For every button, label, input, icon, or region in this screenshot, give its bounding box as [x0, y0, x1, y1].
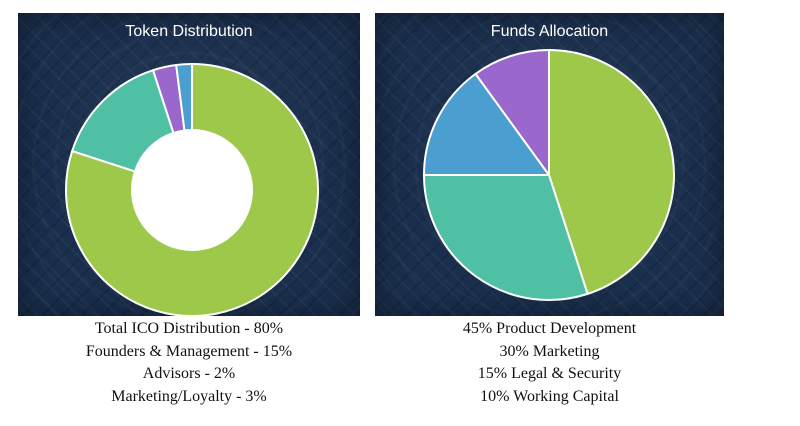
- legend-item: Founders & Management - 15%: [85, 342, 293, 360]
- funds-allocation-legend: 45% Product Development 30% Marketing 15…: [375, 318, 724, 408]
- token-distribution-title: Token Distribution: [125, 23, 253, 40]
- token-distribution-legend: Total ICO Distribution - 80% Founders & …: [18, 318, 360, 408]
- funds-allocation-pie-chart: [423, 49, 675, 301]
- donut-hole: [132, 130, 252, 250]
- pie-slice-working-capital: [474, 49, 550, 176]
- legend-item: 30% Marketing: [499, 342, 600, 360]
- legend-item: 45% Product Development: [462, 320, 637, 337]
- pie-slice-legal-security: [423, 72, 550, 176]
- pie-slice-product-development: [548, 49, 675, 295]
- legend-item: 10% Working Capital: [480, 387, 619, 405]
- legend-item: Marketing/Loyalty - 3%: [111, 387, 267, 405]
- legend-item: Total ICO Distribution - 80%: [94, 320, 284, 337]
- legend-item: Advisors - 2%: [142, 365, 236, 382]
- legend-item: 15% Legal & Security: [477, 365, 622, 382]
- funds-allocation-panel: Funds Allocation: [375, 13, 724, 316]
- token-distribution-panel: Token Distribution: [18, 13, 360, 316]
- pie-slice-marketing: [423, 174, 589, 301]
- token-distribution-donut-chart: [65, 63, 319, 316]
- funds-allocation-title: Funds Allocation: [490, 23, 609, 40]
